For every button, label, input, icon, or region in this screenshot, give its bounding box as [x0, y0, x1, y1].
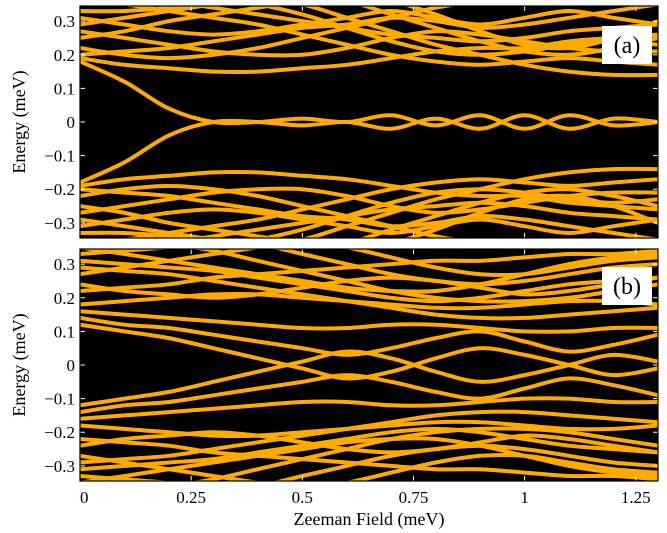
- panel-a-band-17: [80, 170, 658, 212]
- panel-b-ytick-label: 0: [67, 356, 76, 375]
- panel-b-frame: [79, 248, 659, 482]
- xtick-label: 0: [80, 488, 89, 507]
- panel-b-series-group: [80, 249, 658, 481]
- panel-b-ytick-label: 0.3: [54, 255, 75, 274]
- panel-a-band-30: [403, 193, 658, 238]
- panel-a-band-13: [256, 6, 658, 57]
- panel-b-band-17: [80, 396, 658, 421]
- panel-a-series-group: [80, 6, 658, 238]
- panel-a: −0.3 −0.2 −0.1 0 0.1 0.2 0.3 (a) Energy (meV): [9, 5, 659, 239]
- panel-a-ytick-label: 0.2: [54, 46, 75, 65]
- xtick-label: 0.75: [399, 488, 429, 507]
- panel-a-ytick-label: 0.1: [54, 79, 75, 98]
- panel-a-ylabel: Energy (meV): [9, 70, 30, 173]
- panel-b-band-8: [80, 275, 658, 300]
- panel-a-band-3: [80, 32, 658, 74]
- panel-a-ytick-label: 0.3: [54, 12, 75, 31]
- xtick-label: 1: [520, 488, 529, 507]
- panel-a-band-15: [358, 6, 658, 57]
- panel-a-band-18: [80, 187, 658, 238]
- panel-b-band-5: [80, 309, 658, 334]
- panel-b-band-25: [80, 436, 658, 481]
- panel-b-band-26: [191, 426, 658, 481]
- panel-a-band-24: [80, 230, 194, 238]
- panel-b-band-28: [345, 452, 658, 481]
- panel-a-ytick-label: −0.3: [44, 214, 75, 233]
- panel-a-ytick-label: −0.2: [44, 180, 75, 199]
- panel-b-band-7: [80, 249, 658, 293]
- panel-b-ylabel: Energy (meV): [9, 313, 30, 416]
- x-axis-label: Zeeman Field (meV): [294, 509, 445, 530]
- panel-a-label-box: [602, 26, 652, 64]
- panel-b-ytick-label: −0.2: [44, 423, 75, 442]
- panel-a-band-9: [80, 9, 658, 37]
- panel-b-band-13: [80, 249, 658, 294]
- panel-a-band-16: [403, 6, 658, 51]
- panel-b-y-axis: −0.3 −0.2 −0.1 0 0.1 0.2 0.3: [44, 255, 658, 476]
- panel-a-band-6: [80, 6, 281, 40]
- panel-a-y-axis: −0.3 −0.2 −0.1 0 0.1 0.2 0.3: [44, 6, 658, 238]
- panel-a-band-28: [300, 166, 658, 238]
- xtick-label: 0.5: [292, 488, 313, 507]
- panel-a-label: (a): [614, 33, 641, 59]
- panel-b-label-box: [602, 267, 652, 305]
- panel-a-band-20: [80, 204, 281, 238]
- panel-b-band-27: [273, 443, 658, 481]
- panel-b-ytick-label: −0.3: [44, 457, 75, 476]
- panel-a-band-27: [256, 187, 658, 238]
- panel-b-band-3: [80, 315, 658, 357]
- panel-a-band-29: [358, 187, 658, 238]
- xtick-label: 0.25: [176, 488, 206, 507]
- panel-b-band-15: [273, 249, 658, 287]
- panel-b: −0.3 −0.2 −0.1 0 0.1 0.2 0.3 0 0.25 0.5 0.75 1 1.25…: [9, 248, 659, 530]
- panel-a-band-11: [121, 6, 658, 67]
- panel-a-band-4: [80, 6, 658, 57]
- panel-b-band-4: [80, 373, 658, 415]
- panel-a-band-12: [190, 6, 658, 44]
- panel-b-band-23: [80, 426, 658, 472]
- panel-b-ytick-label: −0.1: [44, 390, 75, 409]
- panel-a-band-2: [80, 113, 658, 185]
- panel-b-ytick-label: 0.1: [54, 322, 75, 341]
- panel-a-band-23: [80, 207, 658, 235]
- panel-b-band-16: [345, 249, 658, 278]
- panel-b-band-14: [191, 249, 658, 304]
- panel-a-ytick-label: 0: [67, 113, 76, 132]
- panel-b-band-19: [80, 437, 658, 481]
- panel-a-band-25: [121, 177, 658, 238]
- xtick-label: 1.25: [621, 488, 651, 507]
- panel-b-band-10: [80, 265, 658, 321]
- panel-b-band-11: [80, 258, 658, 304]
- panel-b-band-22: [80, 409, 658, 465]
- panel-a-band-26: [190, 200, 658, 238]
- panel-b-band-20: [80, 430, 658, 455]
- panel-a-band-1: [80, 59, 658, 131]
- panel-b-label: (b): [613, 274, 641, 300]
- panel-a-band-10: [80, 6, 194, 14]
- panel-a-frame: [79, 5, 659, 239]
- panel-a-ytick-label: −0.1: [44, 147, 75, 166]
- panel-b-ytick-label: 0.2: [54, 289, 75, 308]
- panel-a-band-14: [300, 6, 658, 78]
- panel-b-x-axis: 0 0.25 0.5 0.75 1 1.25: [79, 249, 651, 507]
